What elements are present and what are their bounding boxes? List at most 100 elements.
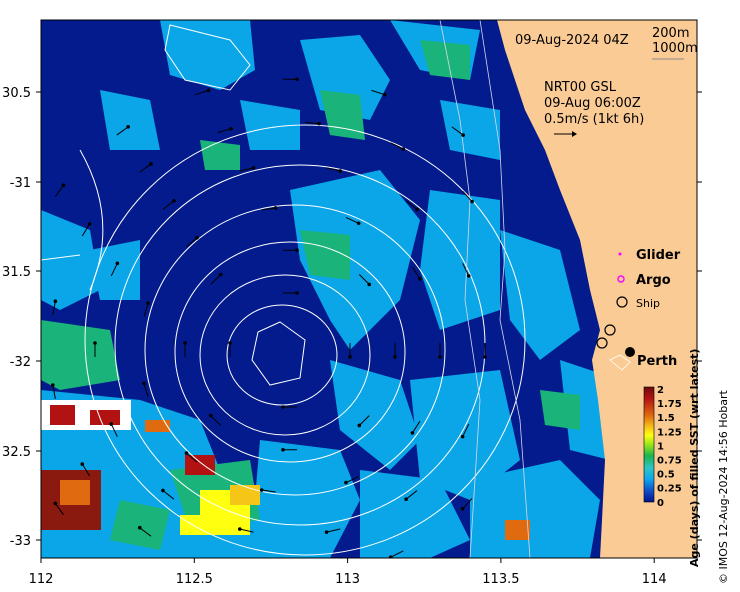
glider-icon xyxy=(618,252,622,256)
current-arrow xyxy=(405,200,418,210)
sst-age-warm-patches xyxy=(41,400,530,540)
current-arrow-head xyxy=(470,199,474,204)
current-arrow-head xyxy=(273,206,278,210)
current-arrow xyxy=(358,274,370,285)
plot-frame xyxy=(40,19,698,559)
current-arrow xyxy=(139,163,152,173)
current-arrow-head xyxy=(295,291,299,295)
current-arrow xyxy=(405,490,418,500)
current-arrow xyxy=(462,498,473,510)
current-arrow-head xyxy=(161,488,165,493)
legend-argo: Argo xyxy=(636,273,671,288)
current-arrow-head xyxy=(259,488,264,492)
current-arrow xyxy=(345,476,359,483)
depth-contours xyxy=(439,20,531,558)
current-arrow-head xyxy=(338,169,343,173)
colorbar-title: Age (days) of filled SST (wrt latest) xyxy=(688,349,701,567)
colorbar-tick-label: 1.75 xyxy=(657,399,682,410)
current-arrow-head xyxy=(206,88,211,93)
current-arrow-head xyxy=(184,451,189,455)
current-arrow xyxy=(210,415,222,426)
colorbar-tick-label: 1.25 xyxy=(657,427,682,438)
current-arrow-head xyxy=(61,183,66,187)
colorbar-tick-label: 0.25 xyxy=(657,484,682,495)
current-arrow xyxy=(326,167,341,172)
current-arrow-head xyxy=(149,162,153,166)
current-arrow-head xyxy=(237,527,242,531)
current-arrow-head xyxy=(382,92,387,97)
current-arrow xyxy=(210,274,222,285)
current-arrow xyxy=(462,263,470,277)
current-arrow-head xyxy=(80,462,85,466)
current-arrow-head xyxy=(356,221,361,226)
legend-ship: Ship xyxy=(636,297,660,310)
current-arrow-head xyxy=(126,125,130,129)
current-arrow xyxy=(81,463,91,477)
current-scale: 0.5m/s (1kt 6h) xyxy=(544,112,644,127)
current-arrow-head xyxy=(87,222,92,226)
y-axis: 30.5 -31 31.5 -32 32.5 -33 xyxy=(2,86,702,549)
depth-contour-1000: 1000m xyxy=(652,41,698,56)
colorbar-tick-label: 2 xyxy=(657,385,664,396)
current-arrow xyxy=(52,301,56,316)
current-arrow-head xyxy=(281,447,285,452)
current-arrow xyxy=(162,490,175,500)
y-tick-label: -31 xyxy=(10,176,31,191)
current-arrow-head xyxy=(438,355,442,359)
current-arrow-head xyxy=(251,166,256,170)
current-arrow-head xyxy=(53,299,58,304)
current-arrow-head xyxy=(228,341,232,345)
current-arrow xyxy=(261,489,276,493)
current-arrow xyxy=(305,121,320,125)
current-arrow xyxy=(390,142,404,150)
current-time: 09-Aug 06:00Z xyxy=(544,96,641,111)
x-tick-label: 112.5 xyxy=(176,572,213,587)
colorbar-tick-label: 1 xyxy=(657,441,664,452)
current-arrow-head xyxy=(401,147,406,151)
ship-marker-2 xyxy=(596,337,608,349)
current-arrow-head xyxy=(183,341,187,345)
current-arrow-head xyxy=(109,422,114,426)
x-tick-label: 113.5 xyxy=(482,572,519,587)
current-arrow-head xyxy=(317,121,321,126)
current-arrow-head xyxy=(172,199,176,203)
current-arrow-head xyxy=(404,497,408,501)
current-arrow-head xyxy=(93,341,97,345)
city-label: Perth xyxy=(637,354,677,369)
current-arrow xyxy=(81,223,91,237)
current-arrow-head xyxy=(195,235,199,240)
current-arrow xyxy=(110,263,118,277)
current-arrow xyxy=(52,384,56,399)
current-arrow xyxy=(162,200,175,210)
current-arrow xyxy=(451,126,464,136)
current-arrow-head xyxy=(418,277,422,281)
current-arrow xyxy=(239,528,254,533)
y-tick-label: 32.5 xyxy=(2,445,31,460)
current-arrow xyxy=(54,184,64,197)
current-arrow xyxy=(345,217,359,224)
current-arrow xyxy=(371,89,385,96)
colorbar-tick-label: 0.5 xyxy=(657,470,675,481)
x-tick-label: 112 xyxy=(29,572,54,587)
current-arrow-head xyxy=(460,506,465,511)
colorbar-tick-label: 0.75 xyxy=(657,456,682,467)
ship-marker-1 xyxy=(604,324,616,336)
current-arrow xyxy=(110,423,118,437)
date-label: 09-Aug-2024 04Z xyxy=(515,33,629,48)
current-arrow-head xyxy=(295,77,299,82)
current-source: NRT00 GSL xyxy=(544,80,617,95)
current-arrow-head xyxy=(410,431,415,435)
current-arrow-head xyxy=(51,383,55,387)
current-arrow xyxy=(186,237,198,248)
current-arrow xyxy=(462,423,470,437)
current-arrow-head xyxy=(461,133,465,137)
current-arrow xyxy=(390,550,404,558)
current-arrow-head xyxy=(460,434,465,439)
current-arrow xyxy=(411,266,421,280)
depth-contour-200: 200m xyxy=(652,26,689,41)
current-arrow-head xyxy=(115,261,120,266)
current-arrow-head xyxy=(324,530,329,534)
current-arrow-head xyxy=(53,501,58,506)
x-tick-label: 114 xyxy=(642,572,667,587)
